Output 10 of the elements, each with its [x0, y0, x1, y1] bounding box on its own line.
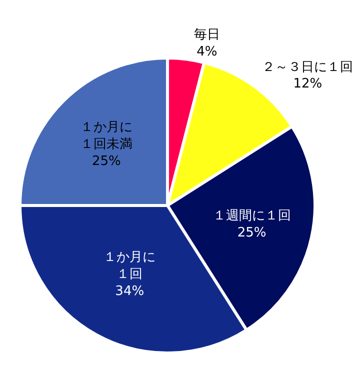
data-label: 12% — [293, 76, 322, 92]
slice-label: １か月に１回未満 — [80, 120, 132, 152]
data-label: 25% — [237, 225, 266, 240]
slice-label: １か月に１回 — [104, 250, 156, 282]
data-label: 25% — [92, 154, 121, 169]
slice-label: ２～３日に１回 — [262, 60, 354, 75]
data-label: 4% — [196, 44, 218, 60]
slice-label: 毎日 — [194, 28, 220, 43]
slice-label: １週間に１回 — [212, 208, 291, 224]
data-label: 34% — [115, 284, 144, 299]
